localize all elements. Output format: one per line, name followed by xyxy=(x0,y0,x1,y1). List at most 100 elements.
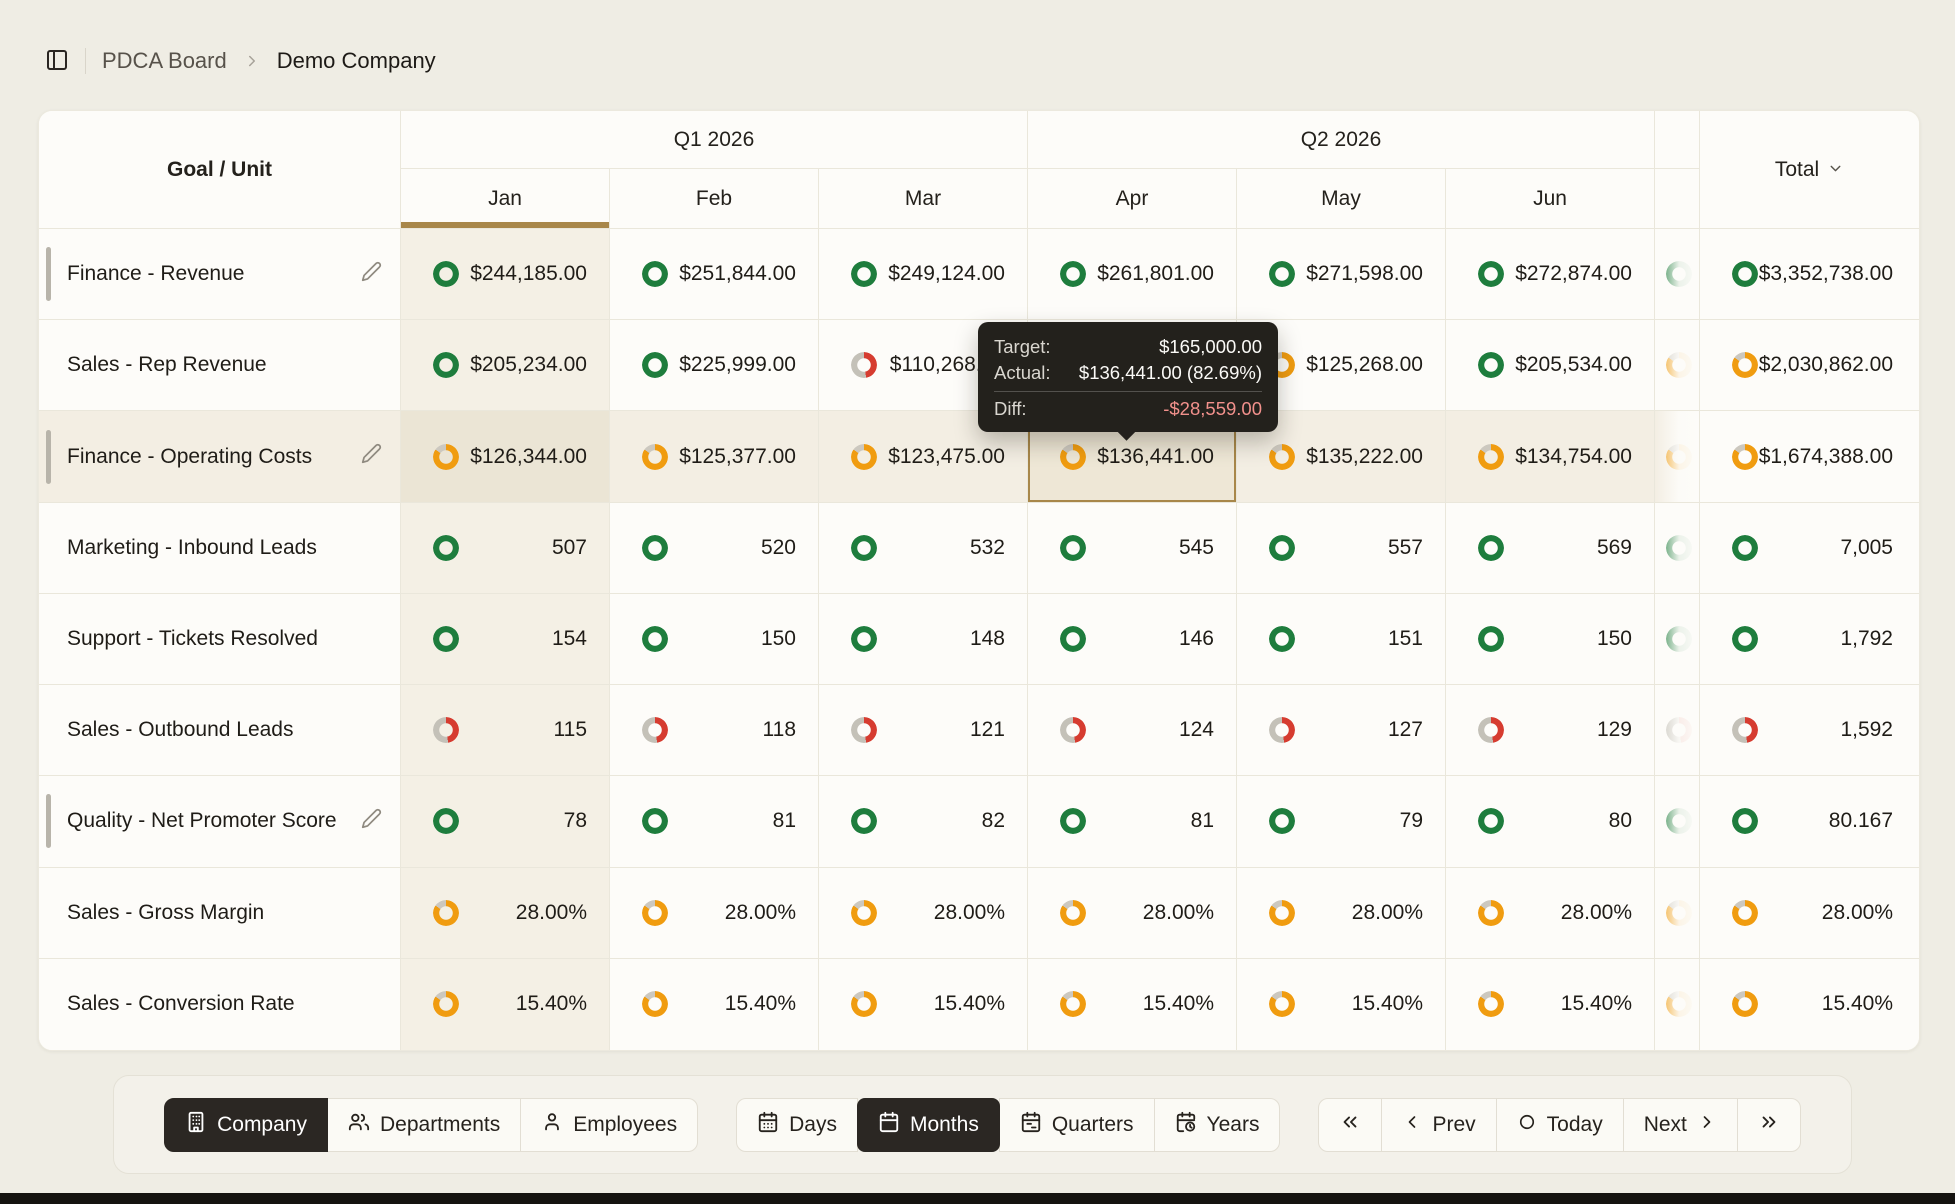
metric-cell[interactable]: 146 xyxy=(1028,594,1237,685)
metric-cell[interactable]: 150 xyxy=(610,594,819,685)
next-button[interactable]: Next xyxy=(1623,1098,1738,1152)
period-years-button[interactable]: Years xyxy=(1154,1098,1281,1152)
total-header[interactable]: Total xyxy=(1700,111,1919,229)
breadcrumb-app-title[interactable]: PDCA Board xyxy=(102,48,227,74)
metric-cell[interactable]: $251,844.00 xyxy=(610,229,819,320)
sidebar-toggle-button[interactable] xyxy=(45,48,69,75)
first-page-button[interactable] xyxy=(1318,1098,1382,1152)
metric-value: 80 xyxy=(1609,809,1632,833)
metric-cell[interactable]: 150 xyxy=(1446,594,1655,685)
metric-cell[interactable]: 28.00% xyxy=(401,868,610,959)
goal-row-label-cell[interactable]: Finance - Revenue xyxy=(39,229,401,320)
metric-cell[interactable]: 121 xyxy=(819,685,1028,776)
total-cell[interactable]: $3,352,738.00 xyxy=(1700,229,1919,320)
total-cell[interactable]: 15.40% xyxy=(1700,959,1919,1050)
scope-departments-button[interactable]: Departments xyxy=(327,1098,521,1152)
total-cell[interactable]: 1,592 xyxy=(1700,685,1919,776)
status-ring-icon xyxy=(1060,900,1086,926)
month-header-feb[interactable]: Feb xyxy=(610,169,819,229)
metric-cell[interactable]: 507 xyxy=(401,503,610,594)
metric-cell[interactable]: 115 xyxy=(401,685,610,776)
scope-company-button[interactable]: Company xyxy=(164,1098,328,1152)
total-value: 80.167 xyxy=(1829,809,1893,833)
metric-cell[interactable]: $249,124.00 xyxy=(819,229,1028,320)
metric-cell[interactable]: 545 xyxy=(1028,503,1237,594)
metric-cell[interactable]: 569 xyxy=(1446,503,1655,594)
metric-cell[interactable]: 129 xyxy=(1446,685,1655,776)
scope-employees-button[interactable]: Employees xyxy=(520,1098,698,1152)
metric-cell[interactable]: $126,344.00 xyxy=(401,411,610,502)
metric-cell[interactable]: 28.00% xyxy=(610,868,819,959)
goal-row-label-cell[interactable]: Support - Tickets Resolved xyxy=(39,594,401,685)
drag-handle[interactable] xyxy=(46,247,51,301)
metric-cell[interactable]: $205,534.00 xyxy=(1446,320,1655,411)
metric-cell[interactable]: 28.00% xyxy=(1237,868,1446,959)
total-cell[interactable]: 1,792 xyxy=(1700,594,1919,685)
metric-cell[interactable]: 82 xyxy=(819,776,1028,867)
goal-row-label-cell[interactable]: Finance - Operating Costs xyxy=(39,411,401,502)
metric-cell[interactable]: 532 xyxy=(819,503,1028,594)
month-header-jan[interactable]: Jan xyxy=(401,169,610,229)
total-cell[interactable]: $1,674,388.00 xyxy=(1700,411,1919,502)
month-header-jun[interactable]: Jun xyxy=(1446,169,1655,229)
metric-cell[interactable]: $125,377.00 xyxy=(610,411,819,502)
goal-row-label-cell[interactable]: Sales - Gross Margin xyxy=(39,868,401,959)
metric-value: 81 xyxy=(773,809,796,833)
metric-cell[interactable]: 15.40% xyxy=(1028,959,1237,1050)
period-quarters-button[interactable]: Quarters xyxy=(999,1098,1155,1152)
goal-row-label-cell[interactable]: Quality - Net Promoter Score xyxy=(39,776,401,867)
total-cell[interactable]: 28.00% xyxy=(1700,868,1919,959)
month-header-may[interactable]: May xyxy=(1237,169,1446,229)
metric-cell[interactable]: 118 xyxy=(610,685,819,776)
metric-cell[interactable]: 127 xyxy=(1237,685,1446,776)
status-ring-icon xyxy=(433,444,459,470)
metric-cell[interactable]: $205,234.00 xyxy=(401,320,610,411)
goal-row-label-cell[interactable]: Sales - Conversion Rate xyxy=(39,959,401,1050)
metric-cell[interactable]: 151 xyxy=(1237,594,1446,685)
metric-cell[interactable]: 557 xyxy=(1237,503,1446,594)
goal-row-label-cell[interactable]: Sales - Rep Revenue xyxy=(39,320,401,411)
today-button[interactable]: Today xyxy=(1496,1098,1624,1152)
metric-cell[interactable]: $272,874.00 xyxy=(1446,229,1655,320)
drag-handle[interactable] xyxy=(46,430,51,484)
metric-cell[interactable]: 15.40% xyxy=(610,959,819,1050)
period-months-button[interactable]: Months xyxy=(857,1098,1000,1152)
metric-cell[interactable]: 28.00% xyxy=(1446,868,1655,959)
edit-pencil-icon[interactable] xyxy=(361,443,382,470)
drag-handle[interactable] xyxy=(46,794,51,848)
month-header-apr[interactable]: Apr xyxy=(1028,169,1237,229)
total-cell[interactable]: 80.167 xyxy=(1700,776,1919,867)
metric-cell[interactable]: 154 xyxy=(401,594,610,685)
metric-cell[interactable]: 15.40% xyxy=(819,959,1028,1050)
edit-pencil-icon[interactable] xyxy=(361,261,382,288)
total-cell[interactable]: $2,030,862.00 xyxy=(1700,320,1919,411)
metric-cell[interactable]: $134,754.00 xyxy=(1446,411,1655,502)
metric-cell[interactable]: $244,185.00 xyxy=(401,229,610,320)
goal-row-label-cell[interactable]: Marketing - Inbound Leads xyxy=(39,503,401,594)
total-cell[interactable]: 7,005 xyxy=(1700,503,1919,594)
prev-button[interactable]: Prev xyxy=(1381,1098,1496,1152)
metric-cell[interactable]: 124 xyxy=(1028,685,1237,776)
metric-cell[interactable]: 81 xyxy=(1028,776,1237,867)
metric-cell[interactable]: 80 xyxy=(1446,776,1655,867)
last-page-button[interactable] xyxy=(1737,1098,1801,1152)
metric-cell[interactable]: $261,801.00 xyxy=(1028,229,1237,320)
metric-cell[interactable]: 78 xyxy=(401,776,610,867)
metric-cell[interactable]: 28.00% xyxy=(1028,868,1237,959)
metric-cell[interactable]: 79 xyxy=(1237,776,1446,867)
period-days-button[interactable]: Days xyxy=(736,1098,858,1152)
clipped-next-month-cell xyxy=(1655,685,1700,776)
metric-cell[interactable]: 15.40% xyxy=(1446,959,1655,1050)
edit-pencil-icon[interactable] xyxy=(361,808,382,835)
metric-cell[interactable]: 28.00% xyxy=(819,868,1028,959)
metric-cell[interactable]: 15.40% xyxy=(401,959,610,1050)
month-header-mar[interactable]: Mar xyxy=(819,169,1028,229)
metric-cell[interactable]: 15.40% xyxy=(1237,959,1446,1050)
metric-cell[interactable]: 520 xyxy=(610,503,819,594)
metric-cell[interactable]: 81 xyxy=(610,776,819,867)
metric-cell[interactable]: $225,999.00 xyxy=(610,320,819,411)
goal-row-label-cell[interactable]: Sales - Outbound Leads xyxy=(39,685,401,776)
window-bottom-edge xyxy=(0,1193,1955,1204)
metric-cell[interactable]: $271,598.00 xyxy=(1237,229,1446,320)
metric-cell[interactable]: 148 xyxy=(819,594,1028,685)
